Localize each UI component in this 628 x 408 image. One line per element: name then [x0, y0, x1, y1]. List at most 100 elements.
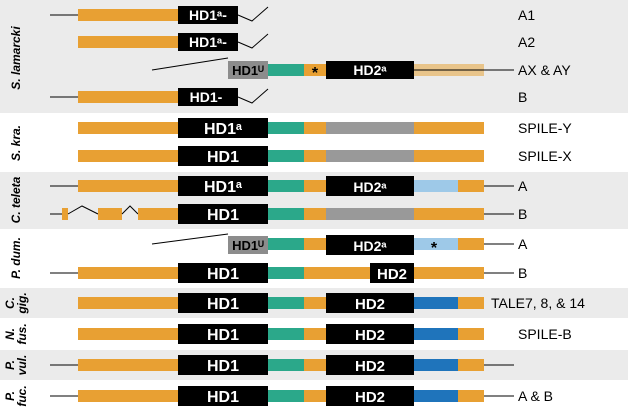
gene-row-n-fus: HD1 HD2 SPILE-B — [78, 324, 572, 344]
hd1-label: HD1 — [207, 358, 239, 375]
row-label: B — [518, 89, 527, 105]
row-label: A & B — [518, 388, 553, 404]
utr-segment — [304, 359, 326, 371]
row-label: TALE7, 8, & 14 — [491, 295, 585, 311]
utr-segment — [458, 297, 484, 309]
hd2-domain — [326, 355, 414, 375]
utr-segment — [78, 91, 178, 103]
truncation-line — [237, 33, 269, 49]
row-label: SPILE-X — [518, 148, 572, 164]
teal-segment — [268, 267, 304, 279]
hd1u-label: HD1ᵁ — [232, 63, 264, 78]
hd1-domain — [178, 176, 268, 196]
hd1-label: HD1ᵃ- — [189, 7, 227, 23]
gene-row-p-dum-a: HD1ᵁ HD2ᵃ * A — [151, 233, 528, 257]
hd1u-domain — [228, 236, 268, 254]
teal-segment — [268, 328, 304, 340]
hd1-domain — [178, 146, 268, 166]
hd1-domain — [178, 324, 268, 344]
utr-segment — [304, 297, 326, 309]
utr-segment — [78, 328, 178, 340]
utr-segment — [78, 150, 178, 162]
row-label: A — [518, 236, 528, 252]
hd1-label: HD1 — [207, 296, 239, 313]
row-label: B — [518, 206, 527, 222]
group-label-c-teleta: C. teleta — [9, 176, 23, 223]
gene-row-c-teleta-a: HD1ᵃ HD2ᵃ A — [50, 176, 528, 196]
teal-segment — [268, 297, 304, 309]
hd1-domain — [178, 118, 268, 138]
hd2-domain — [326, 176, 414, 196]
hd2-domain — [326, 61, 414, 79]
hd1-label: HD1- — [190, 89, 223, 105]
hd2-domain — [370, 263, 414, 283]
gene-row-s-kra-spile-x: HD1 SPILE-X — [78, 146, 572, 166]
group-label-n-fus-1: N. — [3, 328, 17, 340]
row-label: A — [518, 178, 528, 194]
utr-segment — [304, 64, 326, 76]
gene-row-s-kra-spile-y: HD1ᵃ SPILE-Y — [78, 118, 572, 138]
row-label: A1 — [518, 7, 535, 23]
blue-segment — [414, 297, 458, 309]
utr-segment — [304, 180, 326, 192]
utr-segment — [458, 180, 484, 192]
hd1-domain — [178, 263, 268, 283]
stop-star: * — [312, 65, 319, 82]
utr-segment — [458, 238, 484, 250]
gray-segment — [326, 208, 414, 220]
hd2-label: HD2 — [377, 266, 407, 283]
hd1u-label: HD1ᵁ — [232, 238, 264, 253]
group-label-s-lamarcki: S. lamarcki — [9, 26, 23, 90]
utr-segment — [304, 238, 326, 250]
teal-segment — [268, 238, 304, 250]
gene-row-p-dum-b: HD1 HD2 B — [50, 263, 527, 283]
teal-segment — [268, 390, 304, 402]
row-label: A2 — [518, 34, 535, 50]
hd1-domain — [178, 386, 268, 406]
hd1-label: HD1 — [207, 389, 239, 406]
hd1-label: HD1 — [207, 266, 239, 283]
utr-segment — [138, 208, 178, 220]
hd2-label: HD2ᵃ — [353, 238, 387, 254]
splice-line — [121, 205, 139, 215]
gene-row-s-lamarcki-ax-ay: HD1ᵁ * HD2ᵃ AX & AY — [151, 57, 571, 82]
hd1-domain — [178, 293, 268, 313]
group-label-p-fuc-2: fuc. — [15, 385, 29, 406]
stop-star: * — [431, 240, 438, 257]
utr-segment — [304, 150, 326, 162]
gene-row-s-lamarcki-b: HD1- B — [50, 88, 527, 106]
utr-segment — [78, 359, 178, 371]
utr-segment — [78, 122, 178, 134]
gene-row-s-lamarcki-a1: HD1ᵃ- A1 — [50, 6, 535, 24]
utr-segment — [458, 328, 484, 340]
light-blue-segment — [414, 238, 458, 250]
hd1u-domain — [228, 61, 268, 79]
utr-segment — [304, 328, 326, 340]
teal-segment — [268, 150, 304, 162]
group-label-c-gig-1: C. — [3, 297, 17, 309]
hd1-label: HD1 — [207, 327, 239, 344]
group-labels: S. lamarcki S. kra. C. teleta P. dum. C.… — [3, 26, 29, 407]
group-label-p-vul-1: P. — [3, 360, 17, 370]
intron-line — [151, 233, 229, 245]
hd2-label: HD2ᵃ — [353, 179, 387, 195]
gray-segment — [326, 122, 414, 134]
row-label: B — [518, 265, 527, 281]
gray-segment — [326, 150, 414, 162]
blue-segment — [414, 359, 458, 371]
row-label: SPILE-Y — [518, 120, 572, 136]
hd2-domain — [326, 235, 414, 255]
gene-row-p-fuc: HD1 HD2 A & B — [50, 386, 553, 406]
hd1-label: HD1 — [207, 149, 239, 166]
group-label-p-fuc-1: P. — [3, 391, 17, 401]
utr-segment — [78, 36, 178, 48]
intron-line — [151, 57, 229, 71]
hd1-label: HD1 — [207, 207, 239, 224]
splice-line — [67, 205, 99, 215]
utr-segment — [78, 9, 178, 21]
hd1-domain — [178, 6, 238, 24]
hd1-label: HD1ᵃ — [204, 179, 242, 196]
hd2-label: HD2 — [355, 296, 385, 313]
utr-segment — [304, 267, 370, 279]
truncation-line — [237, 88, 269, 104]
